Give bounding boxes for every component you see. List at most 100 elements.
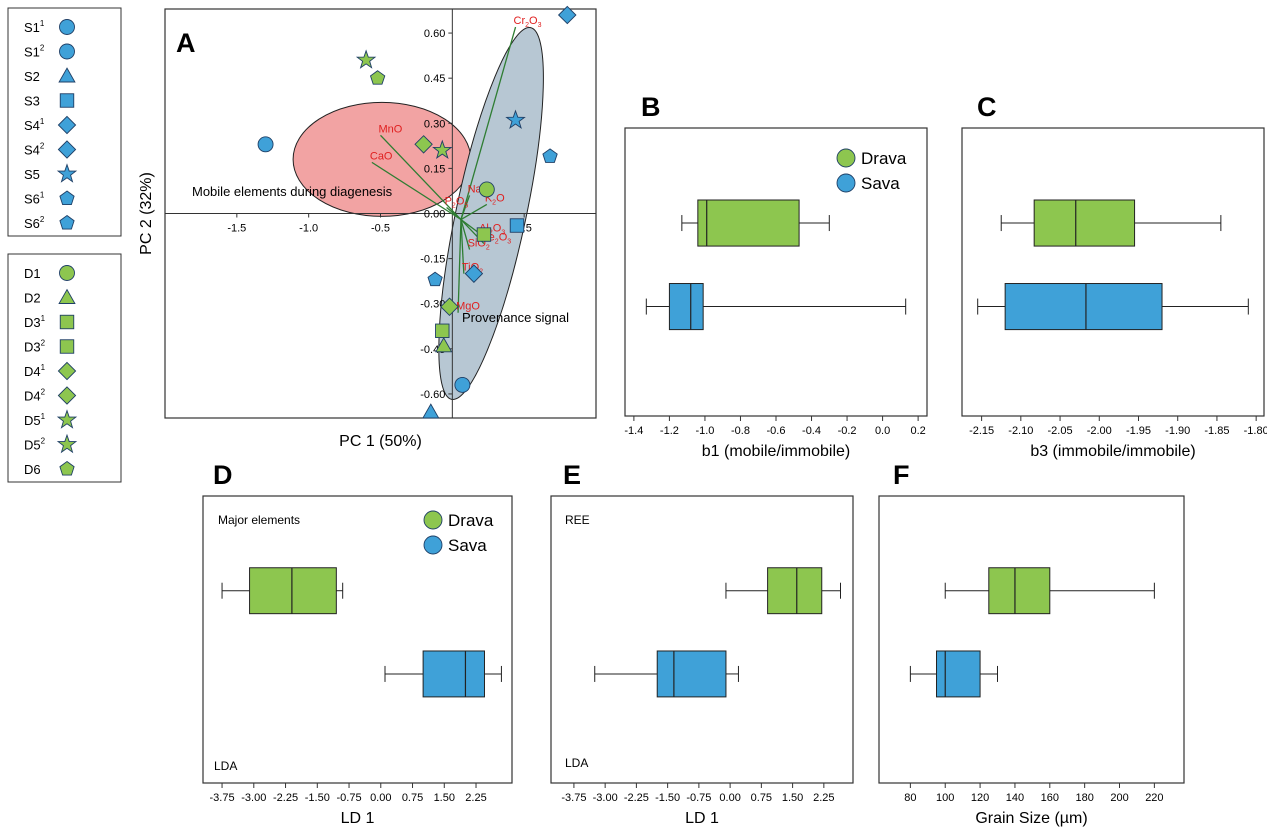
- loading-label-part: MgO: [456, 301, 480, 313]
- y-tick-label: -0.15: [420, 254, 445, 266]
- loading-label-part: 5: [464, 202, 468, 209]
- legend-item-base: D1: [24, 266, 41, 281]
- x-tick-label: 220: [1145, 792, 1163, 804]
- legend-item-base: S2: [24, 69, 40, 84]
- x-tick-label: -1.85: [1204, 425, 1229, 437]
- x-tick-label: -2.05: [1048, 425, 1073, 437]
- x-tick-label: 200: [1110, 792, 1128, 804]
- legend-item-label: D2: [24, 291, 41, 306]
- y-axis-title: PC 2 (32%): [138, 172, 155, 255]
- box-drava: [681, 199, 830, 247]
- legend-item: D51: [24, 409, 78, 429]
- boxplot-f: 80 100 120 140 160 180 200 220 Grain Size (µm) F: [878, 460, 1185, 827]
- legend-item-sup: 1: [41, 314, 46, 323]
- legend-item-label: S5: [24, 167, 40, 182]
- loading-line: [371, 161, 462, 221]
- legend-marker-diamond: [57, 361, 77, 381]
- panel-note-top: Major elements: [218, 513, 300, 527]
- legend-item-base: D3: [24, 340, 41, 355]
- legend-item: D32: [24, 339, 75, 355]
- legend-item-base: D2: [24, 291, 41, 306]
- legend-marker-star: [56, 409, 78, 429]
- x-axis-title: b1 (mobile/immobile): [702, 443, 851, 460]
- loading-label-part: 2: [486, 245, 490, 252]
- legend-label: Drava: [448, 511, 494, 530]
- legend-item: D1: [24, 265, 75, 281]
- x-tick-label: -1.90: [1165, 425, 1190, 437]
- y-tick-label: 0.15: [424, 163, 445, 175]
- legend-marker-triangle: [58, 67, 76, 83]
- x-tick-label: -1.0: [695, 425, 714, 437]
- legend-item: S61: [24, 190, 75, 207]
- legend-item-sup: 2: [40, 44, 45, 53]
- x-tick-label: -0.4: [802, 425, 821, 437]
- scatter-point-sava-diamond: [557, 5, 577, 25]
- legend-entry-sava: Sava: [836, 173, 900, 193]
- legend-item-sup: 1: [41, 363, 46, 372]
- scatter-point-drava-pentagon: [369, 70, 386, 85]
- iqr-box: [249, 567, 337, 615]
- legend-dot: [423, 535, 443, 555]
- legend-item: D52: [24, 433, 78, 454]
- loading-vector: MgO: [456, 219, 480, 313]
- x-tick-label: 0.00: [370, 792, 391, 804]
- x-tick-label: -2.25: [273, 792, 298, 804]
- legend-item: D31: [24, 314, 75, 330]
- panel-letter-b: B: [641, 92, 661, 122]
- x-tick-label: -2.00: [1087, 425, 1112, 437]
- legend-item-sup: 2: [40, 142, 45, 151]
- loading-vector: P2O5: [445, 195, 469, 221]
- iqr-box: [697, 199, 800, 247]
- legend-item-label: S42: [24, 142, 45, 158]
- legend-label: Sava: [448, 536, 487, 555]
- x-tick-label: -0.2: [838, 425, 857, 437]
- loading-label: P2O5: [445, 195, 469, 209]
- panel-letter-c: C: [977, 92, 997, 122]
- iqr-box: [1033, 199, 1136, 247]
- loading-line: [460, 195, 471, 220]
- scatter-point-sava-pentagon: [542, 148, 558, 163]
- panel-note-bottom: LDA: [214, 759, 237, 773]
- x-axis-title: LD 1: [685, 810, 719, 827]
- scatter-point-drava-square: [435, 323, 450, 338]
- loading-label-part: Cr: [514, 15, 526, 27]
- legend-item: S41: [24, 115, 77, 135]
- iqr-box: [656, 650, 727, 698]
- loading-label-part: O: [499, 232, 508, 244]
- box-sava: [977, 283, 1249, 331]
- loading-label-part: 2: [452, 202, 456, 209]
- legend-item-sup: 2: [41, 339, 46, 348]
- loading-vector: CaO: [370, 150, 462, 221]
- x-tick-label: -0.8: [731, 425, 750, 437]
- loading-vector: K2O: [460, 192, 505, 221]
- iqr-box: [936, 650, 981, 698]
- legend-marker-square: [59, 314, 75, 330]
- plot-frame: [624, 127, 928, 417]
- legend-entry-drava: Drava: [836, 148, 907, 168]
- legend-item-base: D4: [24, 364, 41, 379]
- legend-marker-pentagon: [59, 214, 75, 230]
- plot-frame: [878, 495, 1185, 784]
- legend-item-base: S1: [24, 45, 40, 60]
- loading-label-part: 2: [492, 199, 496, 206]
- x-tick-label: 180: [1075, 792, 1093, 804]
- panel-letter-f: F: [893, 460, 910, 490]
- legend-marker-circle: [59, 43, 75, 60]
- legend-item-label: S11: [24, 19, 45, 35]
- legend-item-label: D41: [24, 363, 46, 379]
- x-tick-label: 0.00: [719, 792, 740, 804]
- box-drava: [725, 567, 842, 615]
- legend-item-base: D4: [24, 389, 41, 404]
- legend-item-base: S6: [24, 216, 40, 231]
- legend-marker-diamond: [57, 140, 77, 159]
- loading-line: [457, 219, 462, 313]
- x-tick-label: 0.0: [875, 425, 890, 437]
- legend-item-base: D5: [24, 438, 41, 453]
- legend-marker-star: [56, 433, 78, 454]
- loading-label-part: 2: [495, 239, 499, 246]
- loading-label: CaO: [370, 150, 393, 162]
- plot-frame: [550, 495, 854, 784]
- iqr-box: [668, 283, 704, 331]
- legend-label: Sava: [861, 174, 900, 193]
